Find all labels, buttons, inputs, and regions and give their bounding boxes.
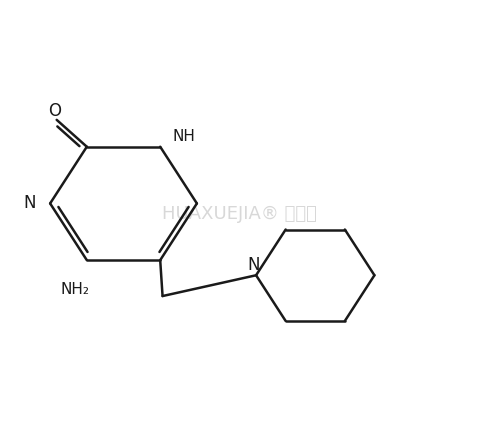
Text: N: N [23, 194, 36, 212]
Text: O: O [48, 101, 61, 119]
Text: NH: NH [172, 129, 195, 144]
Text: NH₂: NH₂ [60, 282, 90, 297]
Text: HUAXUEJIA® 化学加: HUAXUEJIA® 化学加 [162, 205, 317, 223]
Text: N: N [248, 256, 260, 273]
